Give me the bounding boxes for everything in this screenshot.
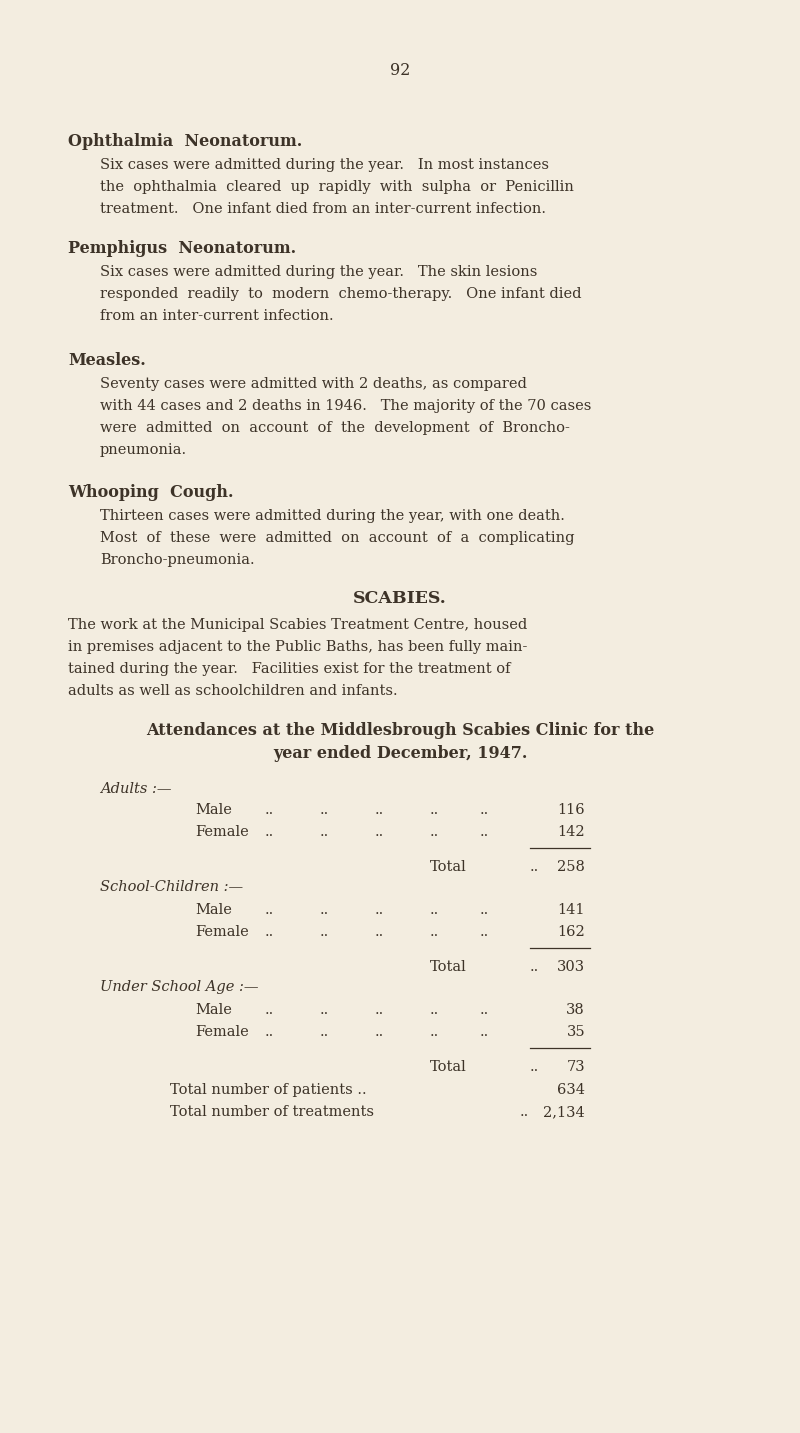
- Text: Six cases were admitted during the year.   In most instances: Six cases were admitted during the year.…: [100, 158, 549, 172]
- Text: ..: ..: [265, 802, 274, 817]
- Text: 2,134: 2,134: [543, 1105, 585, 1119]
- Text: Six cases were admitted during the year.   The skin lesions: Six cases were admitted during the year.…: [100, 265, 538, 279]
- Text: ..: ..: [480, 903, 490, 917]
- Text: School-Children :—: School-Children :—: [100, 880, 243, 894]
- Text: Total number of patients ..: Total number of patients ..: [170, 1083, 366, 1098]
- Text: in premises adjacent to the Public Baths, has been fully main-: in premises adjacent to the Public Baths…: [68, 641, 527, 653]
- Text: year ended December, 1947.: year ended December, 1947.: [273, 745, 527, 762]
- Text: ..: ..: [320, 825, 330, 838]
- Text: ..: ..: [480, 1003, 490, 1017]
- Text: Female: Female: [195, 1025, 249, 1039]
- Text: 38: 38: [566, 1003, 585, 1017]
- Text: 73: 73: [566, 1060, 585, 1073]
- Text: ..: ..: [265, 903, 274, 917]
- Text: Thirteen cases were admitted during the year, with one death.: Thirteen cases were admitted during the …: [100, 509, 565, 523]
- Text: ..: ..: [520, 1105, 530, 1119]
- Text: 258: 258: [557, 860, 585, 874]
- Text: ..: ..: [480, 802, 490, 817]
- Text: 35: 35: [566, 1025, 585, 1039]
- Text: ..: ..: [430, 825, 439, 838]
- Text: 634: 634: [557, 1083, 585, 1098]
- Text: Broncho-pneumonia.: Broncho-pneumonia.: [100, 553, 254, 567]
- Text: Total: Total: [430, 1060, 466, 1073]
- Text: ..: ..: [530, 860, 539, 874]
- Text: ..: ..: [320, 802, 330, 817]
- Text: 142: 142: [558, 825, 585, 838]
- Text: ..: ..: [375, 1025, 384, 1039]
- Text: ..: ..: [375, 802, 384, 817]
- Text: adults as well as schoolchildren and infants.: adults as well as schoolchildren and inf…: [68, 684, 398, 698]
- Text: responded  readily  to  modern  chemo-therapy.   One infant died: responded readily to modern chemo-therap…: [100, 287, 582, 301]
- Text: 162: 162: [558, 924, 585, 939]
- Text: ..: ..: [480, 1025, 490, 1039]
- Text: ..: ..: [530, 960, 539, 974]
- Text: Total: Total: [430, 860, 466, 874]
- Text: ..: ..: [265, 825, 274, 838]
- Text: ..: ..: [430, 924, 439, 939]
- Text: were  admitted  on  account  of  the  development  of  Broncho-: were admitted on account of the developm…: [100, 421, 570, 436]
- Text: ..: ..: [265, 1003, 274, 1017]
- Text: Ophthalmia  Neonatorum.: Ophthalmia Neonatorum.: [68, 133, 302, 150]
- Text: Adults :—: Adults :—: [100, 782, 171, 795]
- Text: ..: ..: [375, 903, 384, 917]
- Text: ..: ..: [320, 924, 330, 939]
- Text: Male: Male: [195, 903, 232, 917]
- Text: ..: ..: [430, 1025, 439, 1039]
- Text: Whooping  Cough.: Whooping Cough.: [68, 484, 234, 502]
- Text: Male: Male: [195, 1003, 232, 1017]
- Text: SCABIES.: SCABIES.: [353, 590, 447, 608]
- Text: 141: 141: [558, 903, 585, 917]
- Text: Total: Total: [430, 960, 466, 974]
- Text: The work at the Municipal Scabies Treatment Centre, housed: The work at the Municipal Scabies Treatm…: [68, 618, 527, 632]
- Text: ..: ..: [430, 802, 439, 817]
- Text: ..: ..: [265, 1025, 274, 1039]
- Text: ..: ..: [430, 903, 439, 917]
- Text: 116: 116: [558, 802, 585, 817]
- Text: ..: ..: [375, 825, 384, 838]
- Text: 92: 92: [390, 62, 410, 79]
- Text: the  ophthalmia  cleared  up  rapidly  with  sulpha  or  Penicillin: the ophthalmia cleared up rapidly with s…: [100, 181, 574, 193]
- Text: Measles.: Measles.: [68, 353, 146, 370]
- Text: ..: ..: [430, 1003, 439, 1017]
- Text: Seventy cases were admitted with 2 deaths, as compared: Seventy cases were admitted with 2 death…: [100, 377, 527, 391]
- Text: tained during the year.   Facilities exist for the treatment of: tained during the year. Facilities exist…: [68, 662, 510, 676]
- Text: with 44 cases and 2 deaths in 1946.   The majority of the 70 cases: with 44 cases and 2 deaths in 1946. The …: [100, 398, 591, 413]
- Text: Total number of treatments: Total number of treatments: [170, 1105, 374, 1119]
- Text: ..: ..: [320, 1025, 330, 1039]
- Text: ..: ..: [480, 825, 490, 838]
- Text: pneumonia.: pneumonia.: [100, 443, 187, 457]
- Text: Female: Female: [195, 825, 249, 838]
- Text: ..: ..: [265, 924, 274, 939]
- Text: ..: ..: [530, 1060, 539, 1073]
- Text: ..: ..: [375, 924, 384, 939]
- Text: ..: ..: [320, 1003, 330, 1017]
- Text: Female: Female: [195, 924, 249, 939]
- Text: 303: 303: [557, 960, 585, 974]
- Text: Pemphigus  Neonatorum.: Pemphigus Neonatorum.: [68, 239, 296, 257]
- Text: Attendances at the Middlesbrough Scabies Clinic for the: Attendances at the Middlesbrough Scabies…: [146, 722, 654, 739]
- Text: ..: ..: [480, 924, 490, 939]
- Text: Most  of  these  were  admitted  on  account  of  a  complicating: Most of these were admitted on account o…: [100, 532, 574, 545]
- Text: ..: ..: [320, 903, 330, 917]
- Text: Under School Age :—: Under School Age :—: [100, 980, 258, 995]
- Text: ..: ..: [375, 1003, 384, 1017]
- Text: treatment.   One infant died from an inter-current infection.: treatment. One infant died from an inter…: [100, 202, 546, 216]
- Text: Male: Male: [195, 802, 232, 817]
- Text: from an inter-current infection.: from an inter-current infection.: [100, 310, 334, 322]
